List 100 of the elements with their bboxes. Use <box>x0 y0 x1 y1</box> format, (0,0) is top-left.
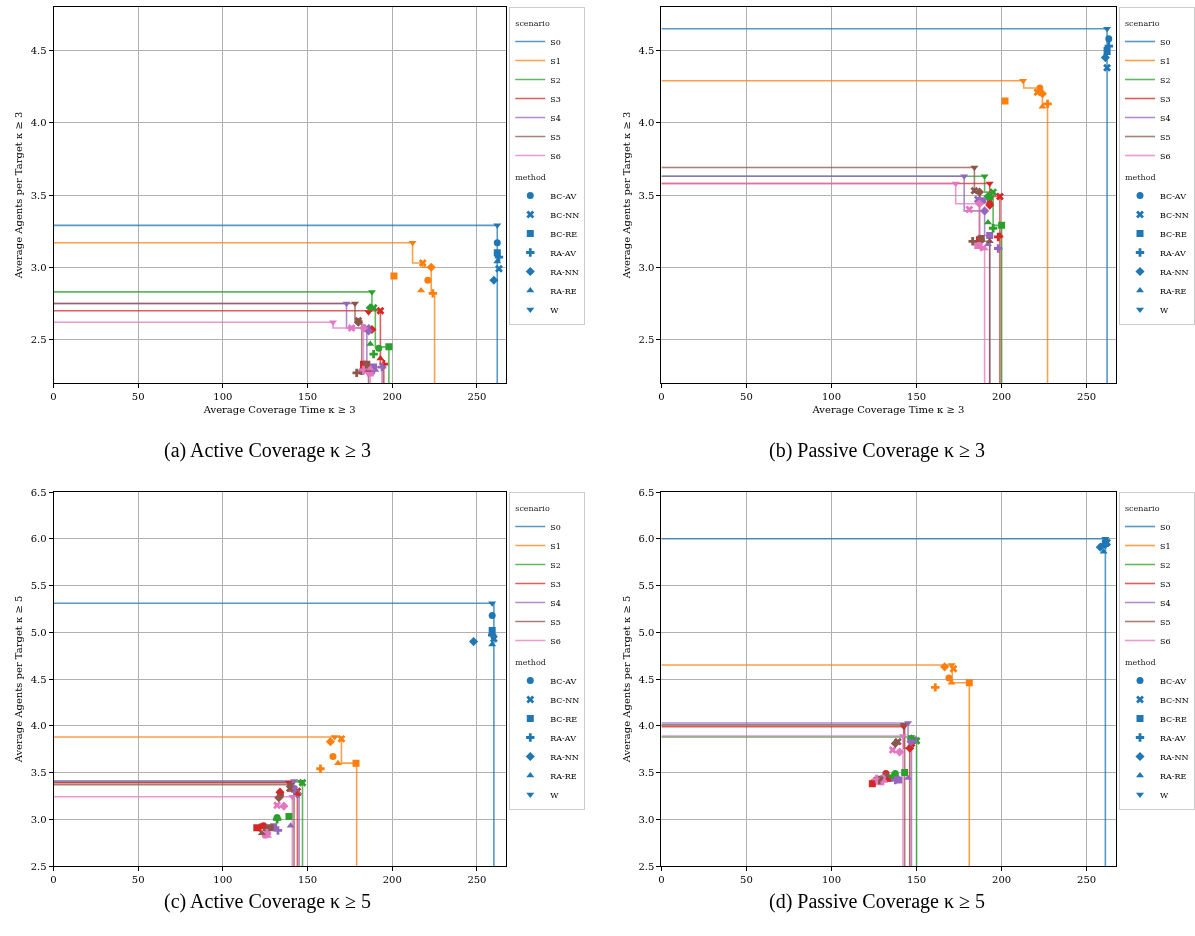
legend-label: S3 <box>1160 94 1171 104</box>
y-axis-title: Average Agents per Target κ ≥ 3 <box>12 111 24 280</box>
text: method <box>515 657 546 667</box>
legend-label: W <box>550 305 560 315</box>
legend-label: S3 <box>550 94 561 104</box>
text: method <box>1125 172 1156 182</box>
text: method <box>515 172 546 182</box>
y-tick-label: 4.0 <box>30 720 47 732</box>
legend-label: BC-AV <box>1160 191 1187 201</box>
legend-label: RA-RE <box>550 771 577 781</box>
text: scenario <box>1125 503 1160 513</box>
x-tick-label: 0 <box>50 874 57 885</box>
x-tick-label: 50 <box>131 874 145 885</box>
legend-label: BC-NN <box>550 210 580 220</box>
legend-label: S3 <box>550 579 561 589</box>
legend-label: S6 <box>1160 636 1171 646</box>
y-tick-label: 3.5 <box>638 189 655 201</box>
y-axis-title: Average Agents per Target κ ≥ 3 <box>620 111 632 280</box>
y-tick-label: 3.5 <box>30 189 47 201</box>
text: (d) Passive Coverage κ ≥ 5 <box>769 890 986 913</box>
y-tick-label: 5.5 <box>638 580 655 591</box>
x-tick-label: 150 <box>907 391 927 402</box>
legend-label: S4 <box>1160 113 1171 123</box>
y-tick-label: 5.5 <box>30 580 47 591</box>
y-tick-label: 4.5 <box>30 44 47 56</box>
legend-label: S6 <box>1160 151 1171 161</box>
legend-label: S5 <box>550 132 561 142</box>
y-tick-label: 4.0 <box>638 720 655 732</box>
y-tick-label: 4.5 <box>638 673 655 685</box>
legend-label: W <box>1160 790 1169 800</box>
legend-label: RA-AV <box>1160 733 1186 743</box>
x-tick-label: 250 <box>467 391 487 402</box>
legend-label: RA-RE <box>1160 286 1187 296</box>
legend-label: BC-RE <box>550 714 578 724</box>
legend-label: S2 <box>550 560 561 570</box>
x-tick-label: 250 <box>1077 874 1097 885</box>
legend-label: RA-AV <box>550 248 577 258</box>
text: method <box>1125 657 1156 667</box>
x-tick-label: 0 <box>658 391 665 402</box>
legend-label: RA-NN <box>1160 267 1189 277</box>
x-tick-label: 100 <box>821 391 842 402</box>
y-tick-label: 6.5 <box>30 486 47 498</box>
x-tick-label: 100 <box>213 874 233 885</box>
y-tick-label: 5.0 <box>638 626 655 638</box>
x-tick-label: 100 <box>213 391 233 402</box>
x-tick-label: 200 <box>992 874 1012 885</box>
y-axis-title: Average Agents per Target κ ≥ 5 <box>620 595 632 764</box>
legend-label: S3 <box>1160 579 1171 589</box>
text: scenario <box>1125 18 1160 28</box>
legend-label: RA-NN <box>550 752 579 762</box>
legend-label: RA-RE <box>1160 771 1187 781</box>
y-tick-label: 4.5 <box>638 44 655 56</box>
y-tick-label: 3.0 <box>30 813 47 825</box>
legend-label: RA-AV <box>550 733 577 743</box>
legend-label: S0 <box>550 37 561 47</box>
y-tick-label: 3.5 <box>638 767 655 778</box>
legend-label: S0 <box>550 522 561 532</box>
text: scenario <box>515 503 550 513</box>
legend-label: S6 <box>550 151 561 161</box>
x-tick-label: 50 <box>131 391 145 402</box>
y-tick-label: 6.0 <box>30 533 47 545</box>
y-tick-label: 3.0 <box>638 261 655 273</box>
x-tick-label: 0 <box>658 874 665 885</box>
y-tick-label: 3.0 <box>30 261 47 273</box>
legend-label: W <box>550 790 560 800</box>
legend-label: BC-RE <box>550 229 578 239</box>
legend-label: BC-AV <box>550 676 577 686</box>
y-tick-label: 6.0 <box>638 533 655 545</box>
legend-label: S1 <box>1160 541 1171 551</box>
x-tick-label: 50 <box>740 391 753 402</box>
legend-label: RA-RE <box>550 286 577 296</box>
legend-label: S4 <box>1160 598 1171 608</box>
x-tick-label: 150 <box>907 874 927 885</box>
x-tick-label: 200 <box>382 874 402 885</box>
legend-label: BC-AV <box>550 191 577 201</box>
text: (b) Passive Coverage κ ≥ 3 <box>769 439 986 462</box>
y-tick-label: 3.0 <box>638 813 655 825</box>
text: (a) Active Coverage κ ≥ 3 <box>164 439 372 462</box>
x-tick-label: 200 <box>992 391 1012 402</box>
legend-label: S1 <box>1160 56 1171 66</box>
legend-label: S4 <box>550 113 561 123</box>
legend-label: S5 <box>550 617 561 627</box>
legend-label: S5 <box>1160 617 1171 627</box>
y-tick-label: 2.5 <box>30 334 47 346</box>
legend-label: S1 <box>550 541 561 551</box>
x-tick-label: 200 <box>382 391 402 402</box>
x-tick-label: 250 <box>467 874 487 885</box>
y-tick-label: 2.5 <box>638 860 655 872</box>
legend-label: RA-AV <box>1160 248 1186 258</box>
legend-label: BC-RE <box>1160 714 1187 724</box>
legend-label: W <box>1160 305 1169 315</box>
legend-label: S0 <box>1160 37 1171 47</box>
legend-label: S2 <box>1160 75 1171 85</box>
legend-label: S5 <box>1160 132 1171 142</box>
y-tick-label: 3.5 <box>30 767 47 778</box>
x-tick-label: 150 <box>298 874 318 885</box>
y-tick-label: 4.5 <box>30 673 47 685</box>
y-tick-label: 4.0 <box>638 117 655 129</box>
text: scenario <box>515 18 550 28</box>
x-tick-label: 150 <box>298 391 318 402</box>
